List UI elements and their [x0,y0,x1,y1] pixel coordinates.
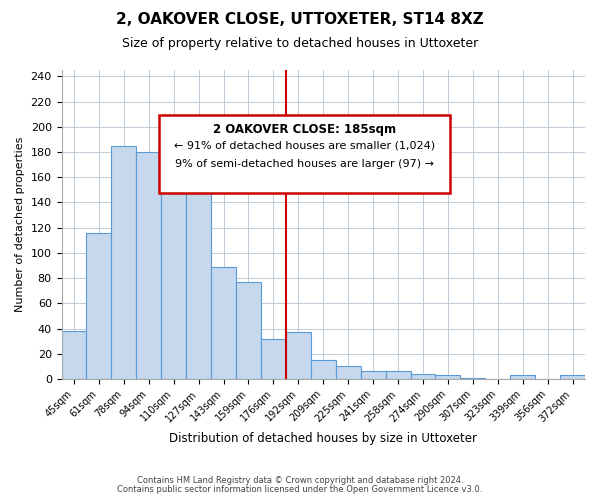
Bar [560,375,585,379]
Text: 9% of semi-detached houses are larger (97) →: 9% of semi-detached houses are larger (9… [175,159,434,169]
Bar [361,372,386,379]
Bar [386,372,410,379]
Bar [136,152,161,379]
Y-axis label: Number of detached properties: Number of detached properties [15,137,25,312]
Bar [161,168,186,379]
Bar [211,266,236,379]
Bar [62,331,86,379]
Bar [112,146,136,379]
Bar [261,338,286,379]
X-axis label: Distribution of detached houses by size in Uttoxeter: Distribution of detached houses by size … [169,432,477,445]
Text: 2, OAKOVER CLOSE, UTTOXETER, ST14 8XZ: 2, OAKOVER CLOSE, UTTOXETER, ST14 8XZ [116,12,484,28]
Bar [336,366,361,379]
Text: Contains public sector information licensed under the Open Government Licence v3: Contains public sector information licen… [118,485,482,494]
Text: Size of property relative to detached houses in Uttoxeter: Size of property relative to detached ho… [122,38,478,51]
Bar [236,282,261,379]
Bar [286,332,311,379]
Bar [410,374,436,379]
Bar [436,375,460,379]
Bar [460,378,485,379]
Text: 2 OAKOVER CLOSE: 185sqm: 2 OAKOVER CLOSE: 185sqm [213,122,396,136]
Text: ← 91% of detached houses are smaller (1,024): ← 91% of detached houses are smaller (1,… [174,141,435,151]
Bar [86,232,112,379]
Bar [311,360,336,379]
Bar [510,375,535,379]
Bar [186,171,211,379]
Text: Contains HM Land Registry data © Crown copyright and database right 2024.: Contains HM Land Registry data © Crown c… [137,476,463,485]
